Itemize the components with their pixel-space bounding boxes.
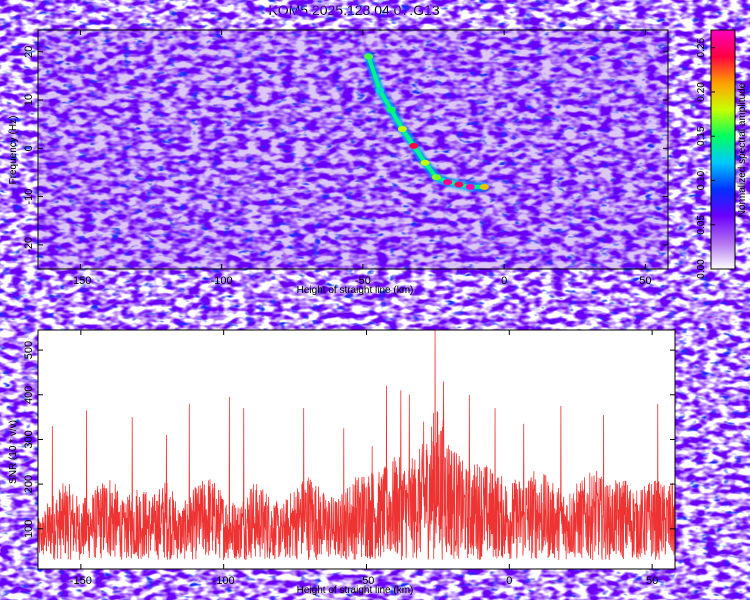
snr-y-axis: 100 200 300 400 500 (23, 341, 675, 538)
y-tick-label: 500 (23, 341, 35, 359)
y-tick-label: 10 (23, 94, 35, 106)
snr-xlabel: Height of straight line (km) (297, 585, 414, 596)
colorbar-tick-label: 0.15 (696, 126, 707, 146)
signal-point (431, 174, 441, 181)
signal-point (397, 125, 407, 132)
x-tick-label: -100 (211, 275, 233, 287)
y-tick-label: -20 (23, 237, 35, 253)
signal-point (375, 87, 385, 94)
x-tick-label: -50 (359, 575, 375, 587)
colorbar-tick-label: 0.05 (696, 215, 707, 235)
y-tick-label: 300 (23, 430, 35, 448)
x-tick-label: -150 (70, 575, 92, 587)
signal-track (364, 52, 489, 192)
colorbar-gradient (710, 29, 736, 270)
y-tick-label: 0 (23, 145, 35, 151)
y-tick-label: 20 (23, 46, 35, 58)
signal-point (479, 183, 489, 190)
x-tick-label: 0 (506, 575, 512, 587)
x-tick-label: 0 (501, 275, 507, 287)
spectrogram-frame (37, 29, 669, 270)
colorbar: 0.00 0.05 0.10 0.15 0.20 0.25 Normalized spec… (696, 29, 748, 279)
x-tick-label: -100 (213, 575, 235, 587)
y-tick-label: -10 (23, 189, 35, 205)
signal-point (454, 181, 464, 188)
x-tick-label: -50 (355, 275, 371, 287)
signal-point (386, 106, 396, 113)
y-tick-label: 100 (23, 520, 35, 538)
y-tick-label: 200 (23, 475, 35, 493)
snr-x-axis: -150 -100 -50 0 50 (70, 330, 658, 587)
colorbar-ticks: 0.00 0.05 0.10 0.15 0.20 0.25 (696, 38, 715, 279)
x-tick-label: 50 (639, 275, 651, 287)
signal-point (364, 53, 374, 60)
spectrogram-x-axis: -150 -100 -50 0 50 (69, 30, 652, 287)
y-tick-label: 400 (23, 386, 35, 404)
colorbar-tick-label: 0.20 (696, 82, 707, 102)
x-tick-label: -150 (69, 275, 91, 287)
signal-point (409, 142, 419, 149)
snr-ylabel: SNR (10 * v/v) (8, 420, 19, 484)
signal-point (465, 183, 475, 190)
signal-point (443, 179, 453, 186)
snr-panel: -150 -100 -50 0 50 100 200 300 400 500 Height of… (8, 329, 676, 596)
spectrogram-noise-layer-3 (38, 30, 668, 269)
colorbar-label: Normalized spectral amplitude (737, 82, 748, 217)
spectrogram-xlabel: Height of straight line (km) (297, 285, 414, 296)
signal-point (420, 159, 430, 166)
spectrogram-ylabel: Frequency (Hz) (8, 116, 19, 185)
colorbar-tick-label: 0.25 (696, 38, 707, 58)
spectrogram-y-axis: -20 -10 0 10 20 (23, 46, 668, 253)
colorbar-tick-label: 0.00 (696, 259, 707, 279)
snr-series-line (38, 330, 675, 561)
colorbar-tick-label: 0.10 (696, 170, 707, 190)
x-tick-label: 50 (646, 575, 658, 587)
snr-frame (37, 329, 676, 570)
figure-title: KOM5.2025.128.04.07.G13 (268, 2, 439, 18)
